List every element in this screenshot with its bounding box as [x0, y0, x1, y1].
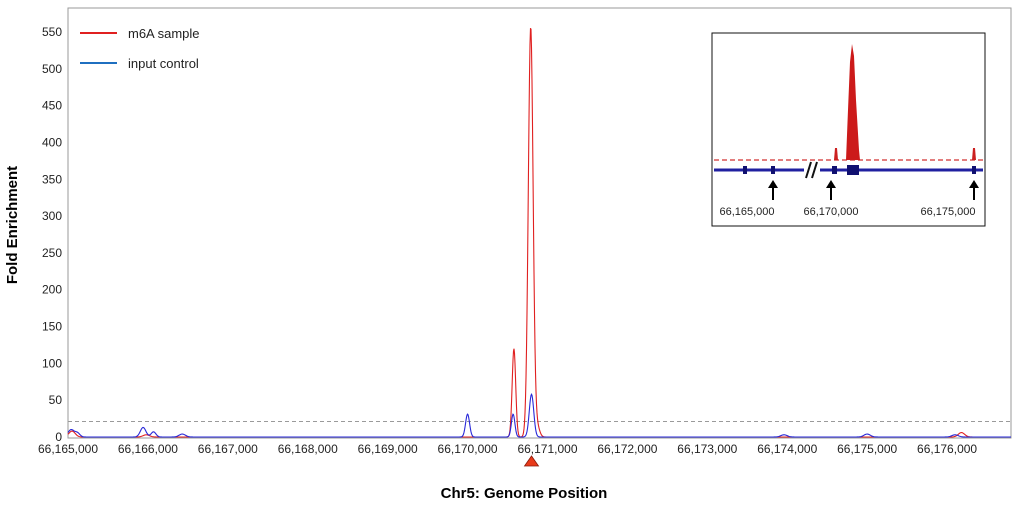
inset-label: 66,165,000	[719, 206, 774, 218]
y-tick-label: 250	[42, 246, 62, 260]
inset-arrow-up-icon	[768, 180, 778, 200]
x-tick-label: 66,174,000	[757, 442, 817, 456]
inset-break-mark	[811, 161, 818, 179]
x-tick-label: 66,175,000	[837, 442, 897, 456]
inset-exon	[832, 166, 837, 174]
y-tick-label: 350	[42, 172, 62, 186]
y-tick-label: 50	[49, 393, 63, 407]
inset-right-peak	[972, 148, 976, 160]
x-tick-label: 66,172,000	[597, 442, 657, 456]
inset-exon	[847, 165, 859, 175]
x-tick-label: 66,165,000	[38, 442, 98, 456]
y-tick-label: 500	[42, 62, 62, 76]
legend-label-m6a-sample: m6A sample	[128, 26, 200, 41]
legend: m6A sample input control	[80, 26, 200, 71]
y-tick-label: 400	[42, 135, 62, 149]
y-tick-label: 0	[55, 430, 62, 444]
series-layer	[67, 27, 1011, 438]
inset-panel: 66,165,000 66,170,000 66,175,000	[711, 32, 986, 227]
x-tick-label: 66,173,000	[677, 442, 737, 456]
inset-small-peak	[834, 148, 838, 160]
peak-marker-icon	[523, 455, 540, 467]
x-tick-label: 66,166,000	[118, 442, 178, 456]
inset-label: 66,175,000	[920, 206, 975, 218]
series-line-input-control	[67, 393, 1011, 438]
x-tick-label: 66,169,000	[358, 442, 418, 456]
y-axis-title: Fold Enrichment	[4, 166, 21, 284]
x-axis-title: Chr5: Genome Position	[441, 485, 608, 502]
y-tick-label: 150	[42, 320, 62, 334]
inset-exon	[771, 166, 775, 174]
y-tick-label: 450	[42, 99, 62, 113]
inset-exon	[743, 166, 747, 174]
x-tick-label: 66,176,000	[917, 442, 977, 456]
inset-break-mark	[805, 161, 812, 179]
inset-label: 66,170,000	[803, 206, 858, 218]
inset-exon	[972, 166, 976, 174]
legend-label-input-control: input control	[128, 56, 199, 71]
x-tick-label: 66,170,000	[438, 442, 498, 456]
inset-arrow-up-icon	[826, 180, 836, 200]
x-tick-label: 66,171,000	[517, 442, 577, 456]
marker-layer	[523, 455, 540, 467]
x-tick-label: 66,168,000	[278, 442, 338, 456]
y-axis-ticks: 0 50 100 150 200 250 300 350 400 450 500 550	[42, 25, 62, 444]
y-tick-label: 200	[42, 283, 62, 297]
inset-main-peak	[846, 44, 860, 160]
y-tick-label: 550	[42, 25, 62, 39]
x-tick-label: 66,167,000	[198, 442, 258, 456]
y-tick-label: 300	[42, 209, 62, 223]
y-tick-label: 100	[42, 356, 62, 370]
inset-arrow-up-icon	[969, 180, 979, 200]
x-axis-ticks: 66,165,000 66,166,000 66,167,000 66,168,000…	[38, 442, 977, 456]
